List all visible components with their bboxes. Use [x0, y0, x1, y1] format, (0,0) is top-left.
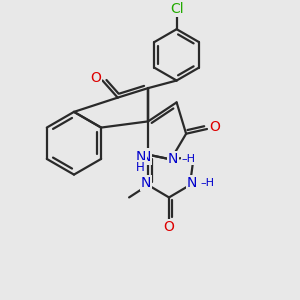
Text: –H: –H: [200, 178, 214, 188]
Text: N: N: [141, 150, 152, 164]
Text: O: O: [90, 71, 101, 85]
Text: N: N: [135, 150, 146, 164]
Text: N: N: [187, 176, 197, 190]
Text: –H: –H: [182, 154, 195, 164]
Text: N: N: [168, 152, 178, 167]
Text: N: N: [141, 176, 152, 190]
Text: O: O: [164, 220, 174, 234]
Text: Cl: Cl: [170, 2, 183, 16]
Text: O: O: [209, 120, 220, 134]
Text: H: H: [136, 160, 145, 173]
